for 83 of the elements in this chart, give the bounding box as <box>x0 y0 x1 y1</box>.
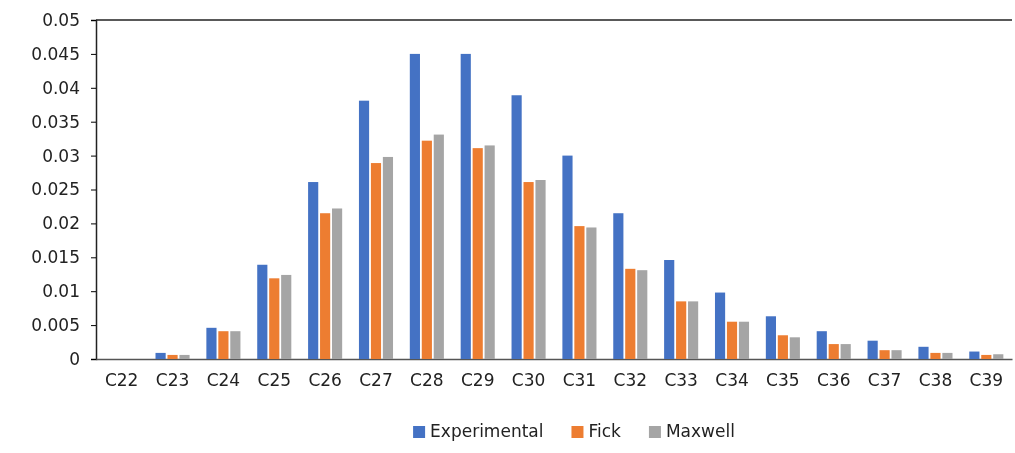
bar <box>511 95 522 359</box>
x-tick-label: C31 <box>562 369 597 390</box>
bar <box>714 292 726 359</box>
x-tick-label: C23 <box>155 369 190 390</box>
bar <box>535 180 546 359</box>
bar <box>358 100 370 359</box>
bar <box>281 274 292 359</box>
x-tick-label: C26 <box>308 369 342 390</box>
x-tick-label: C27 <box>359 369 393 390</box>
bar <box>613 213 624 359</box>
bar <box>155 352 166 359</box>
bar <box>257 264 268 359</box>
legend-label: Experimental <box>430 421 544 441</box>
bar <box>230 331 241 359</box>
bar <box>840 344 851 359</box>
bar <box>789 337 800 359</box>
bar <box>816 331 827 359</box>
x-tick-label: C34 <box>715 369 749 390</box>
x-tick-label: C38 <box>918 369 953 390</box>
y-tick-label: 0.04 <box>42 77 80 98</box>
x-tick-label: C22 <box>104 369 139 390</box>
bar <box>688 301 699 359</box>
bar <box>969 351 980 359</box>
bar <box>472 148 483 359</box>
y-tick-label: 0 <box>69 348 80 369</box>
bar <box>765 316 776 359</box>
bar <box>981 354 992 359</box>
y-tick-label: 0.03 <box>42 145 80 166</box>
bar <box>637 270 648 359</box>
bar <box>993 354 1004 359</box>
bar <box>664 260 675 359</box>
y-tick-label: 0.015 <box>31 247 80 268</box>
x-tick-label: C35 <box>766 369 800 390</box>
bar <box>625 268 636 359</box>
x-tick-label: C36 <box>816 369 851 390</box>
x-tick-label: C25 <box>257 369 292 390</box>
bar <box>269 278 280 359</box>
x-tick-label: C39 <box>969 369 1004 390</box>
x-tick-label: C28 <box>410 369 444 390</box>
bar <box>738 321 750 359</box>
bar <box>460 53 471 359</box>
bar <box>891 350 902 359</box>
bar <box>918 346 929 359</box>
bar <box>218 331 229 359</box>
bar <box>382 156 394 359</box>
bar <box>332 208 343 359</box>
x-tick-label: C24 <box>206 369 241 390</box>
y-tick-label: 0.005 <box>31 315 80 336</box>
bar <box>574 226 585 359</box>
x-tick-label: C32 <box>613 369 648 390</box>
bar <box>179 354 190 359</box>
y-tick-label: 0.02 <box>42 213 80 234</box>
bar <box>484 145 495 359</box>
bar <box>676 301 687 359</box>
bar <box>320 213 331 359</box>
y-tick-label: 0.035 <box>31 111 80 132</box>
bar <box>867 340 878 359</box>
bar <box>370 163 382 359</box>
x-tick-label: C29 <box>460 369 495 390</box>
x-tick-label: C33 <box>664 369 698 390</box>
legend-label: Maxwell <box>665 421 735 441</box>
y-tick-label: 0.01 <box>42 281 80 302</box>
bar <box>879 350 890 359</box>
bar <box>828 344 839 359</box>
y-tick-label: 0.025 <box>31 179 80 200</box>
bar <box>930 352 941 359</box>
x-tick-label: C37 <box>867 369 902 390</box>
y-tick-label: 0.05 <box>42 9 80 30</box>
bar <box>942 352 953 359</box>
bar <box>308 182 319 359</box>
y-tick-label: 0.045 <box>31 43 80 64</box>
bar <box>167 354 178 359</box>
bar <box>523 182 534 359</box>
bar <box>562 155 573 359</box>
bar <box>726 321 738 359</box>
bar <box>421 140 432 359</box>
bar <box>777 335 788 359</box>
legend-label: Fick <box>588 421 622 441</box>
bar <box>409 53 420 359</box>
bar <box>586 227 597 359</box>
x-tick-label: C30 <box>511 369 546 390</box>
bar <box>433 134 444 359</box>
bar <box>206 327 217 359</box>
